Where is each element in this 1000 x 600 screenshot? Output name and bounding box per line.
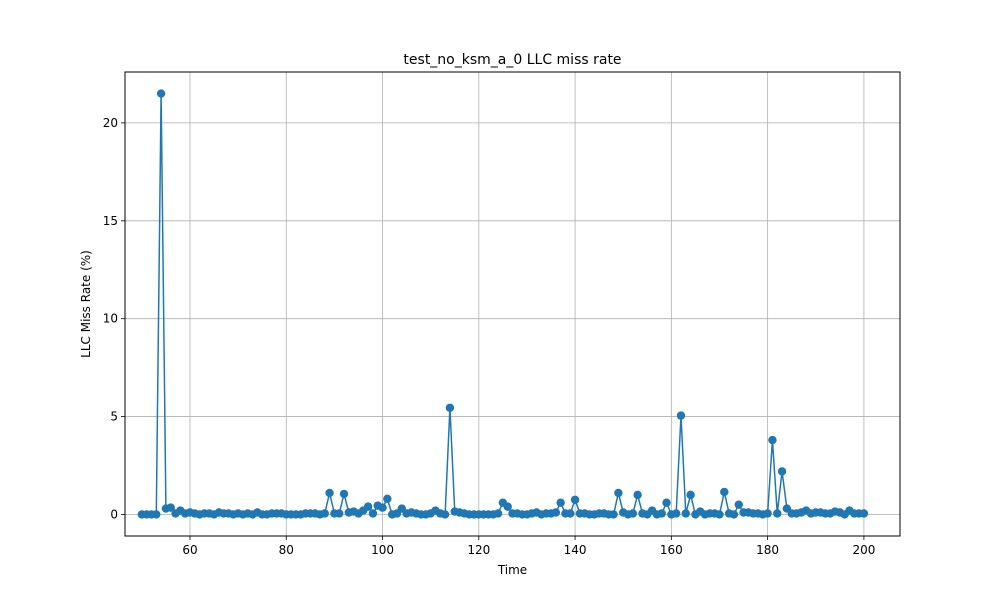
chart-title: test_no_ksm_a_0 LLC miss rate bbox=[403, 52, 621, 68]
data-point bbox=[320, 509, 329, 518]
data-point bbox=[493, 509, 503, 518]
data-point bbox=[729, 510, 739, 519]
y-axis-label: LLC Miss Rate (%) bbox=[79, 250, 93, 358]
data-point bbox=[686, 490, 695, 500]
data-point bbox=[368, 509, 378, 518]
plot-frame bbox=[124, 71, 901, 537]
data-point bbox=[773, 509, 782, 518]
data-point bbox=[570, 495, 580, 504]
data-point bbox=[671, 509, 681, 518]
data-point bbox=[628, 509, 638, 518]
data-point bbox=[859, 509, 869, 518]
data-point bbox=[657, 509, 666, 518]
data-point bbox=[768, 435, 777, 445]
data-point bbox=[440, 510, 450, 519]
y-tick-label: 0 bbox=[110, 507, 118, 521]
data-point bbox=[445, 403, 455, 412]
x-tick-label: 200 bbox=[852, 543, 875, 557]
data-point bbox=[551, 508, 561, 517]
data-point bbox=[777, 467, 787, 476]
data-point bbox=[325, 488, 334, 498]
data-point bbox=[681, 509, 690, 518]
x-tick-label: 160 bbox=[660, 543, 683, 557]
data-point bbox=[383, 494, 392, 504]
data-point bbox=[152, 510, 161, 519]
y-tick-label: 5 bbox=[110, 410, 118, 424]
data-point bbox=[614, 488, 623, 498]
x-tick-label: 140 bbox=[564, 543, 587, 557]
x-axis-label: Time bbox=[497, 563, 527, 577]
data-point bbox=[363, 502, 373, 511]
data-point bbox=[166, 503, 175, 512]
data-point bbox=[633, 490, 642, 500]
data-point bbox=[609, 510, 618, 519]
x-tick-label: 180 bbox=[756, 543, 779, 557]
data-point bbox=[720, 487, 729, 497]
x-tick-label: 80 bbox=[279, 543, 294, 557]
data-point bbox=[662, 498, 671, 507]
data-point bbox=[556, 498, 565, 507]
data-point bbox=[503, 502, 512, 511]
series-layer bbox=[137, 89, 869, 519]
ticks: 60 80 100 120 140 160 180 200 0 5 10 15 20 bbox=[103, 116, 876, 557]
data-point bbox=[566, 509, 575, 518]
data-point bbox=[156, 89, 166, 98]
data-point bbox=[734, 500, 743, 509]
data-point bbox=[335, 509, 344, 518]
data-point bbox=[339, 489, 349, 499]
data-point bbox=[763, 509, 772, 518]
data-point bbox=[378, 503, 387, 512]
y-tick-label: 10 bbox=[103, 312, 118, 326]
y-tick-label: 15 bbox=[103, 214, 118, 228]
y-tick-label: 20 bbox=[103, 116, 118, 130]
x-tick-label: 100 bbox=[371, 543, 394, 557]
data-point bbox=[715, 510, 724, 519]
x-tick-label: 60 bbox=[182, 543, 197, 557]
data-point bbox=[676, 411, 686, 420]
x-tick-label: 120 bbox=[467, 543, 490, 557]
